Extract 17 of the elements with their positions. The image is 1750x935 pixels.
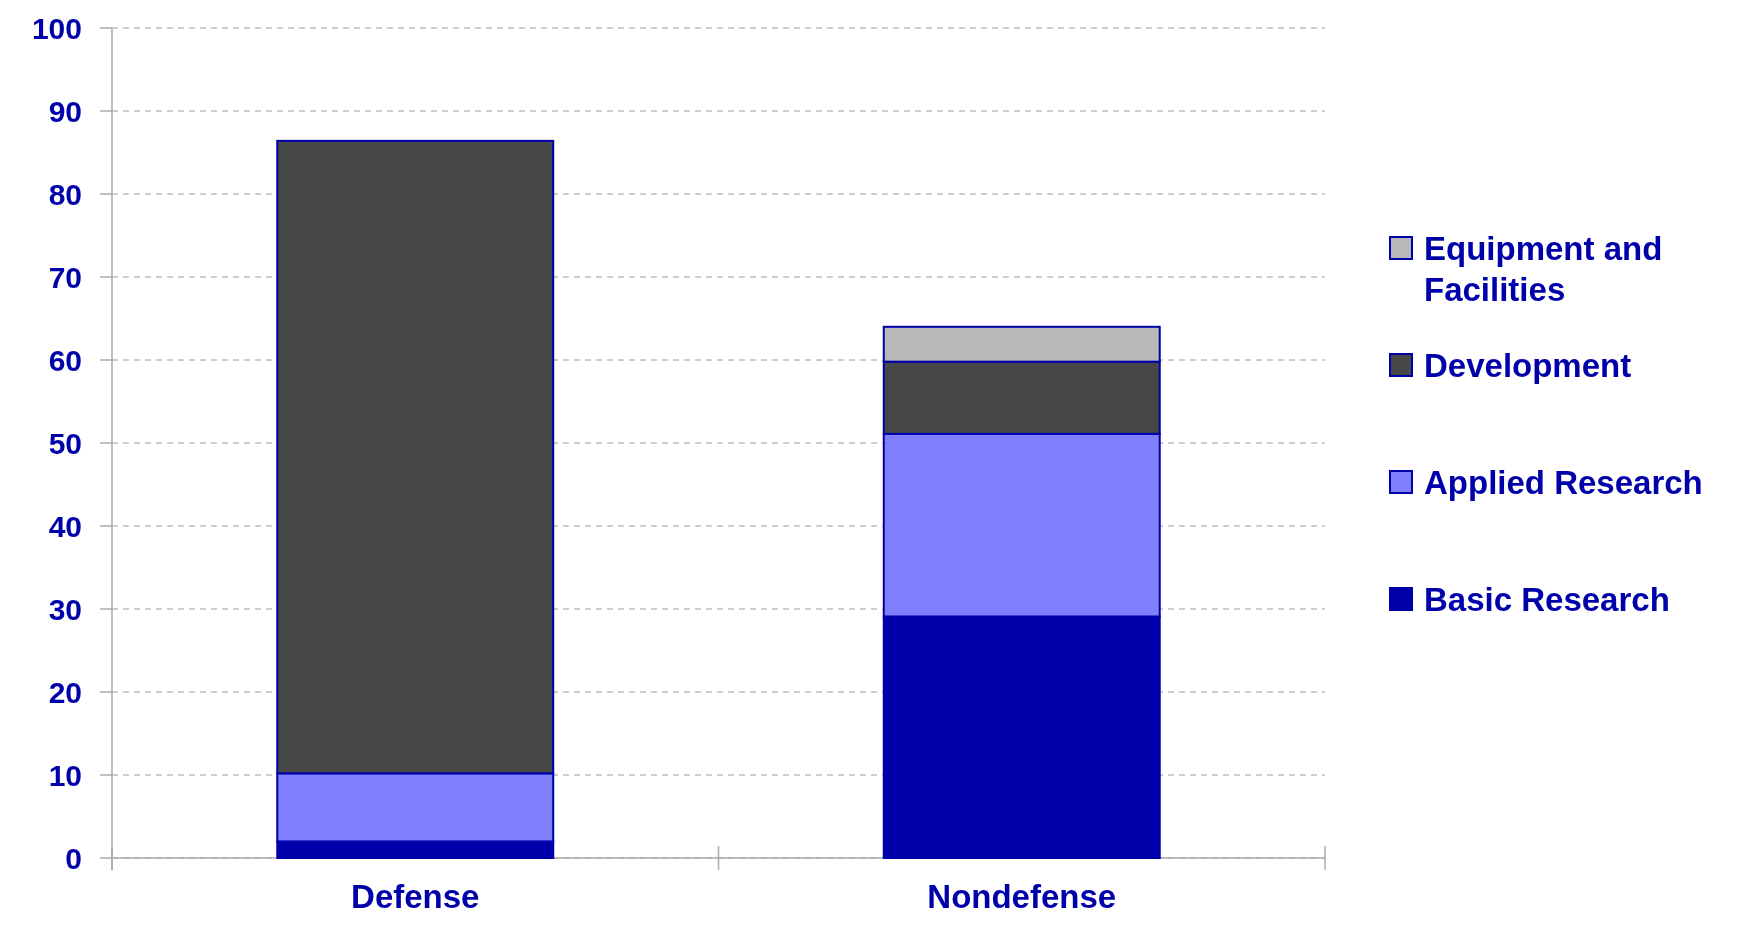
y-tick-label: 30 xyxy=(48,592,82,626)
y-tick-label: 50 xyxy=(48,426,82,460)
legend-label: Basic Research xyxy=(1424,580,1670,618)
legend-label: Equipment and Facilities xyxy=(1424,229,1663,308)
y-tick-label: 80 xyxy=(48,177,82,211)
y-tick-label: 70 xyxy=(48,260,82,294)
y-tick-label: 60 xyxy=(48,343,82,377)
y-tick-label: 40 xyxy=(48,509,82,543)
y-tick-label: 90 xyxy=(48,94,82,128)
y-tick-label: 20 xyxy=(48,675,82,709)
legend-label: Applied Research xyxy=(1424,463,1703,501)
x-tick-label: Nondefense xyxy=(927,878,1117,915)
y-tick-label: 100 xyxy=(31,11,82,45)
x-tick-label: Defense xyxy=(351,878,480,915)
y-tick-label: 10 xyxy=(48,758,82,792)
legend-label: Development xyxy=(1424,346,1632,384)
y-tick-label: 0 xyxy=(65,841,82,875)
